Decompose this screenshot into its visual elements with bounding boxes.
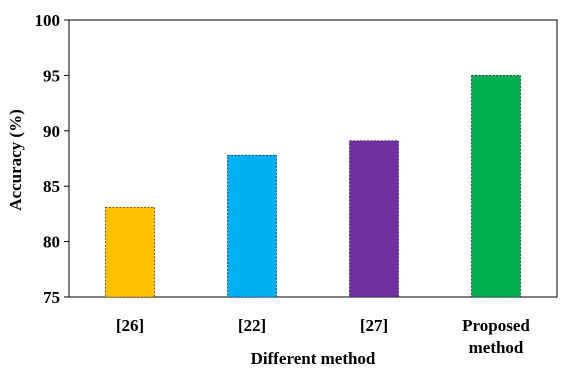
plot-area-frame <box>68 19 558 298</box>
y-tick-label: 75 <box>43 288 60 307</box>
bars <box>105 75 521 298</box>
y-axis-ticks: 75 80 85 90 95 100 <box>35 11 69 307</box>
x-tick-label: [22] <box>238 316 266 335</box>
x-tick-label: Proposed method <box>462 316 530 357</box>
bar <box>227 154 277 298</box>
y-tick-label: 95 <box>43 66 60 85</box>
x-tick-label: [26] <box>116 316 144 335</box>
x-axis-tick-labels: [26] [22] [27] Proposed method <box>116 316 531 357</box>
y-tick-label: 90 <box>43 122 60 141</box>
bar <box>105 206 155 298</box>
x-axis-label: Different method <box>251 349 376 368</box>
x-tick-label: [27] <box>360 316 388 335</box>
bar <box>471 75 521 298</box>
y-tick-label: 85 <box>43 177 60 196</box>
bar <box>349 140 399 298</box>
y-tick-label: 80 <box>43 233 60 252</box>
y-axis-label: Accuracy (%) <box>6 109 25 211</box>
y-tick-label: 100 <box>35 11 61 30</box>
